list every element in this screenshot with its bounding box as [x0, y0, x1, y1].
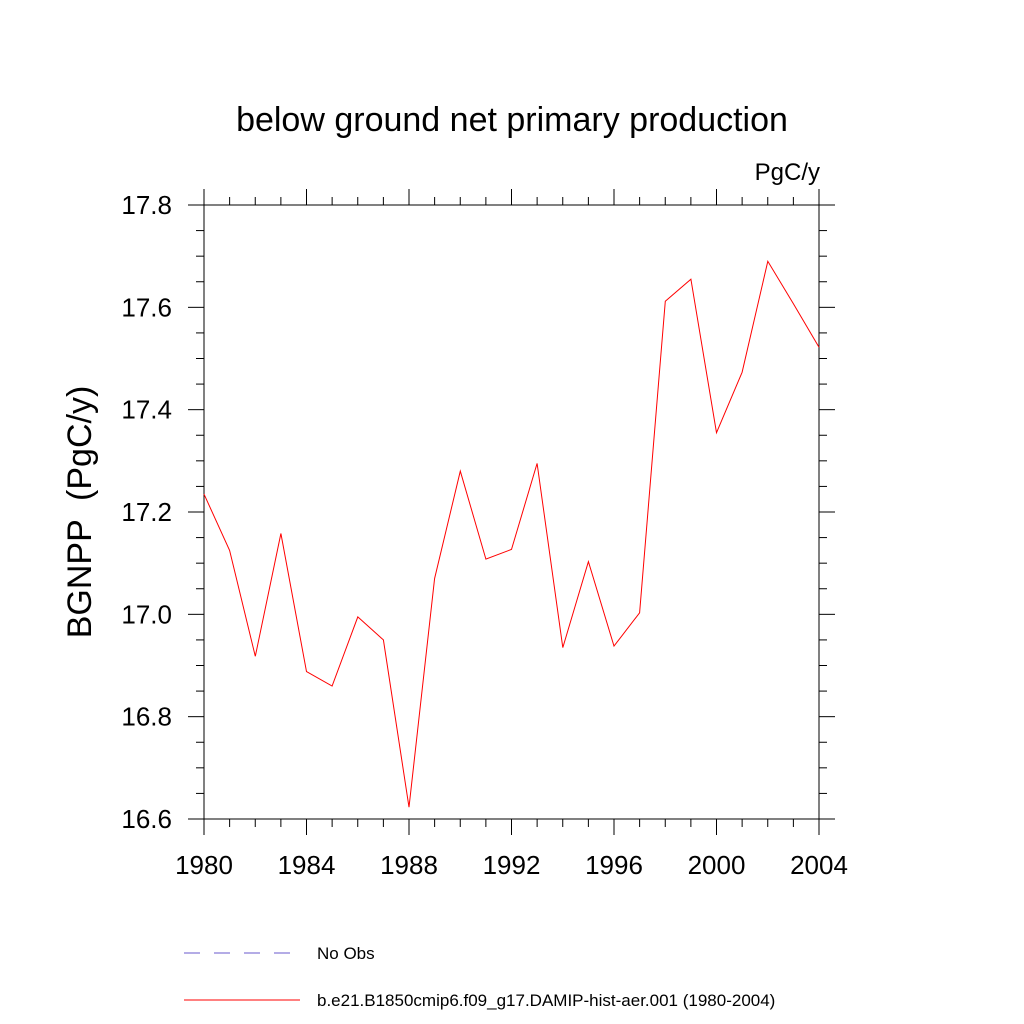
x-tick-label: 1980	[175, 850, 233, 880]
y-tick-label: 16.6	[121, 804, 172, 834]
x-tick-label: 1984	[278, 850, 336, 880]
y-tick-label: 17.2	[121, 497, 172, 527]
x-tick-label: 1988	[380, 850, 438, 880]
y-tick-label: 17.8	[121, 190, 172, 220]
x-tick-label: 1992	[483, 850, 541, 880]
y-tick-label: 17.6	[121, 292, 172, 322]
y-tick-label: 17.0	[121, 599, 172, 629]
x-tick-label: 2004	[790, 850, 848, 880]
y-tick-label: 16.8	[121, 702, 172, 732]
units-label: PgC/y	[755, 159, 820, 186]
legend-label-no-obs: No Obs	[317, 944, 375, 963]
ticks-group	[188, 189, 835, 835]
plot-frame	[203, 204, 820, 820]
chart-title: below ground net primary production	[236, 101, 788, 139]
legend: No Obs b.e21.B1850cmip6.f09_g17.DAMIP-hi…	[184, 944, 775, 1010]
x-tick-label: 2000	[688, 850, 746, 880]
y-axis-label: BGNPP (PgC/y)	[61, 386, 99, 639]
tick-labels-group: 1980 1984 1988 1992 1996 2000 2004 16.6 16.8 17.0…	[121, 190, 848, 880]
series-group	[203, 259, 820, 808]
legend-label-model: b.e21.B1850cmip6.f09_g17.DAMIP-hist-aer.…	[317, 991, 775, 1010]
axes-group	[203, 204, 820, 820]
y-tick-label: 17.4	[121, 395, 172, 425]
series-line-bgnpp	[203, 259, 820, 808]
x-tick-label: 1996	[585, 850, 643, 880]
